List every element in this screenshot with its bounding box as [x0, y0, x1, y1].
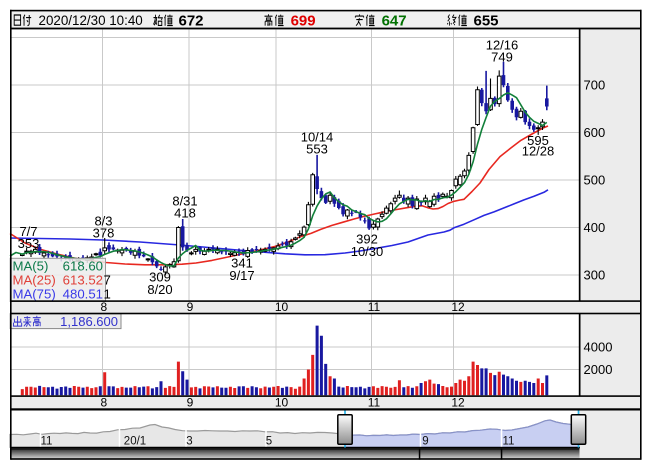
svg-text:613.52: 613.52	[63, 273, 103, 288]
svg-text:10: 10	[275, 396, 289, 410]
svg-text:4000: 4000	[584, 340, 613, 355]
svg-text:480.51: 480.51	[63, 287, 103, 302]
svg-text:20/1: 20/1	[124, 436, 146, 448]
svg-text:10: 10	[275, 300, 289, 314]
svg-text:400: 400	[584, 220, 606, 235]
svg-text:12: 12	[451, 300, 465, 314]
svg-text:600: 600	[584, 125, 606, 140]
svg-text:647: 647	[382, 12, 407, 29]
svg-text:309: 309	[149, 270, 171, 285]
svg-text:5: 5	[266, 436, 272, 448]
svg-text:500: 500	[584, 173, 606, 188]
svg-text:9/17: 9/17	[229, 268, 254, 283]
svg-text:655: 655	[474, 12, 499, 29]
svg-text:8/31: 8/31	[172, 194, 197, 209]
svg-text:11: 11	[368, 300, 381, 314]
svg-text:10/30: 10/30	[351, 244, 384, 259]
svg-text:11: 11	[503, 436, 515, 448]
svg-text:672: 672	[179, 12, 204, 29]
svg-text:378: 378	[93, 226, 115, 241]
svg-text:11: 11	[41, 436, 53, 448]
svg-text:300: 300	[584, 268, 606, 283]
svg-text:553: 553	[306, 142, 328, 157]
svg-text:9: 9	[187, 300, 194, 314]
svg-text:MA(25): MA(25)	[13, 273, 56, 288]
svg-text:3: 3	[186, 436, 192, 448]
svg-text:12/28: 12/28	[522, 144, 555, 159]
svg-text:MA(75): MA(75)	[13, 287, 56, 302]
svg-text:595: 595	[527, 133, 549, 148]
svg-text:1,186.600: 1,186.600	[60, 314, 118, 329]
svg-text:418: 418	[174, 206, 196, 221]
svg-text:9: 9	[422, 436, 428, 448]
svg-text:8/3: 8/3	[94, 214, 112, 229]
svg-text:10/14: 10/14	[301, 130, 334, 145]
svg-text:7/7: 7/7	[19, 224, 37, 239]
svg-text:749: 749	[491, 50, 513, 65]
svg-text:12/16: 12/16	[486, 38, 519, 53]
svg-text:2000: 2000	[584, 362, 613, 377]
svg-text:9: 9	[187, 396, 194, 410]
svg-text:699: 699	[291, 12, 316, 29]
svg-text:7: 7	[104, 273, 111, 288]
svg-text:700: 700	[584, 78, 606, 93]
svg-text:MA(5): MA(5)	[13, 259, 49, 274]
svg-text:12: 12	[451, 396, 465, 410]
svg-text:1: 1	[104, 287, 111, 302]
svg-text:618.60: 618.60	[63, 259, 103, 274]
svg-text:2020/12/30 10:40: 2020/12/30 10:40	[39, 13, 143, 28]
svg-text:353: 353	[18, 236, 40, 251]
svg-text:8: 8	[101, 300, 108, 314]
svg-text:8: 8	[101, 396, 108, 410]
svg-text:392: 392	[356, 232, 378, 247]
svg-text:341: 341	[231, 256, 253, 271]
svg-text:11: 11	[368, 396, 381, 410]
svg-text:8/20: 8/20	[147, 282, 172, 297]
